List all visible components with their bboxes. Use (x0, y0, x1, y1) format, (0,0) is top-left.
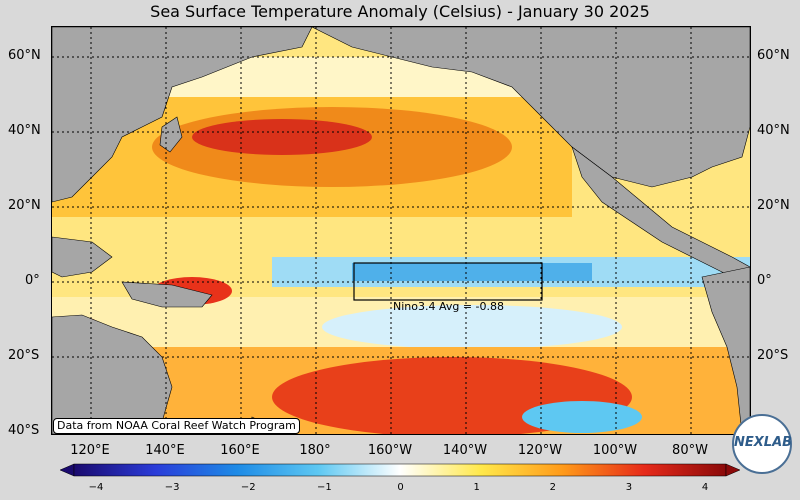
lat-label-right-0: 0° (757, 273, 772, 288)
data-credit: Data from NOAA Coral Reef Watch Program (53, 418, 300, 434)
nino34-box (353, 262, 543, 301)
colorbar-tick-label: 1 (473, 482, 480, 493)
new-guinea-landmass (121, 281, 213, 308)
lon-label-120e: 120°E (70, 443, 110, 458)
asia-landmass (52, 27, 313, 203)
colorbar-tick-label: −1 (317, 482, 332, 493)
kuroshio-extension-hot-zone (192, 119, 372, 155)
lon-label-180: 180° (299, 443, 331, 458)
southeast-asia-landmass (52, 236, 113, 278)
lat-label-left-40n: 40°N (8, 123, 41, 138)
sst-anomaly-map (51, 26, 751, 435)
graticule (52, 27, 750, 434)
colorbar-tick-label: −4 (88, 482, 104, 493)
south-cool-patch (322, 305, 622, 349)
lat-label-right-20s: 20°S (757, 348, 789, 363)
lat-label-right-40n: 40°N (757, 123, 790, 138)
lat-label-left-20n: 20°N (8, 198, 41, 213)
lon-label-160e: 160°E (220, 443, 260, 458)
lat-label-left-20s: 20°S (8, 348, 40, 363)
colorbar-ramp (73, 463, 727, 477)
lat-label-left-40s: 40°S (8, 423, 40, 438)
map-title: Sea Surface Temperature Anomaly (Celsius… (150, 2, 650, 21)
lat-label-right-60n: 60°N (757, 48, 790, 63)
lat-label-left-0: 0° (25, 273, 40, 288)
colorbar-graphic (59, 463, 741, 477)
south-america-landmass (701, 266, 750, 434)
colorbar-tick-label: −2 (240, 482, 256, 493)
logo-text: NEXLAB (734, 435, 793, 450)
nexlab-logo: NEXLAB (732, 414, 792, 474)
lon-label-100w: 100°W (592, 443, 638, 458)
lat-label-right-20n: 20°N (757, 198, 790, 213)
lon-label-140e: 140°E (145, 443, 185, 458)
australia-landmass (52, 314, 173, 434)
colorbar (59, 462, 741, 477)
colorbar-tick-label: −3 (164, 482, 180, 493)
nino34-average-label: Nino3.4 Avg = -0.88 (393, 300, 505, 313)
colorbar-max-arrow (725, 463, 741, 477)
lon-label-160w: 160°W (367, 443, 413, 458)
lon-label-80w: 80°W (672, 443, 708, 458)
colorbar-min-arrow (59, 463, 75, 477)
colorbar-tick-label: 0 (397, 482, 404, 493)
lon-label-140w: 140°W (442, 443, 488, 458)
lon-label-120w: 120°W (517, 443, 563, 458)
colorbar-tick-label: 4 (701, 482, 709, 493)
colorbar-tick-label: 3 (625, 482, 633, 493)
equatorial-cold-core (352, 263, 592, 281)
map-canvas (52, 27, 750, 434)
lat-label-left-60n: 60°N (8, 48, 41, 63)
southeast-cool-patch (522, 401, 642, 433)
colorbar-tick-label: 2 (549, 482, 556, 493)
